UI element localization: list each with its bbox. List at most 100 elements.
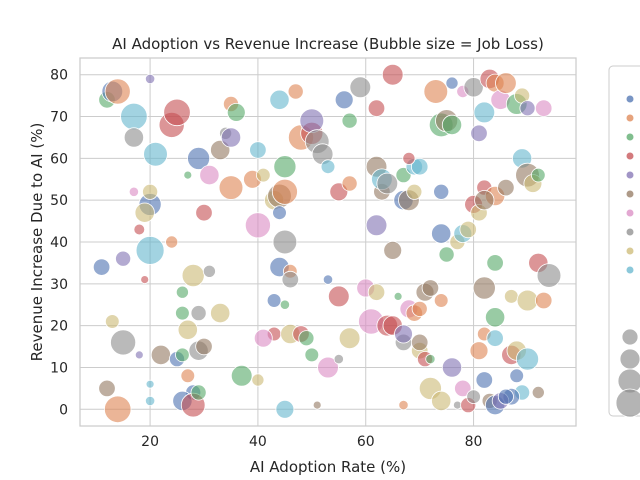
bubble-point: [367, 283, 386, 301]
y-tick-label: 80: [50, 68, 68, 84]
bubble-point: [312, 400, 322, 410]
bubble-point: [411, 300, 428, 317]
bubble-point: [92, 258, 111, 276]
bubble-point: [266, 293, 282, 308]
bubble-point: [473, 101, 496, 124]
y-axis-title: Revenue Increase Due to AI (%): [28, 123, 46, 362]
bubble-point: [163, 98, 191, 127]
plot-frame: [79, 57, 577, 427]
bubble-point: [275, 399, 295, 419]
bubble-point: [469, 341, 489, 361]
bubble-point: [472, 276, 496, 300]
legend-color-marker: [626, 247, 634, 255]
bubble-point: [135, 235, 165, 265]
y-tick-label: 40: [50, 235, 68, 251]
bubble-point: [497, 388, 514, 405]
y-tick-label: 50: [50, 193, 68, 209]
bubble-point: [431, 390, 452, 411]
bubble-point: [143, 141, 168, 167]
bubble-point: [134, 202, 155, 223]
x-tick-label: 60: [357, 434, 375, 450]
bubble-point: [536, 263, 562, 288]
bubble-point: [411, 157, 429, 176]
bubble-point: [454, 379, 472, 398]
bubble-point: [299, 108, 325, 133]
bubble-point: [441, 357, 463, 378]
legend-size-marker: [615, 388, 640, 418]
bubble-point: [338, 327, 361, 350]
bubble-point: [341, 175, 358, 192]
bubble-point: [381, 63, 404, 86]
bubble-point: [425, 353, 436, 365]
bubble-point: [433, 183, 450, 200]
bubble-point: [183, 170, 193, 180]
bubble-point: [463, 77, 484, 98]
bubble-point: [519, 100, 536, 117]
bubble-point: [226, 103, 246, 122]
bubble-point: [199, 165, 220, 186]
bubble-point: [230, 364, 253, 387]
x-tick-labels: 20 40 60 80: [141, 434, 482, 450]
legend-color-marker: [626, 209, 634, 217]
y-tick-label: 20: [50, 319, 68, 335]
bubble-point: [441, 114, 463, 136]
y-tick-label: 30: [50, 277, 68, 293]
bubble-point: [320, 159, 336, 175]
bubble-point: [393, 291, 403, 301]
bubble-point: [474, 190, 495, 211]
bubble-point: [475, 371, 494, 389]
bubble-point: [272, 229, 298, 255]
bubble-point: [115, 250, 132, 267]
y-tick-label: 0: [59, 402, 68, 418]
bubble-point: [134, 350, 144, 360]
bubble-point: [383, 240, 403, 260]
bubble-point: [272, 205, 287, 221]
bubble-point: [459, 220, 477, 239]
bubble-point: [195, 337, 213, 356]
legend-color-marker: [626, 133, 634, 141]
bubble-point: [497, 178, 515, 197]
bubble-point: [98, 379, 116, 398]
bubble-point: [484, 307, 506, 328]
legend-color-marker: [626, 114, 634, 122]
bubble-point: [322, 274, 334, 285]
bubble-point: [516, 347, 540, 371]
bubble-point: [466, 389, 481, 405]
chart-title: AI Adoption vs Revenue Increase (Bubble …: [112, 35, 544, 53]
bubble-point: [190, 384, 207, 401]
bubble-point: [180, 368, 196, 384]
bubble-point: [327, 285, 350, 308]
bubble-series: [92, 63, 562, 424]
bubble-point: [218, 175, 244, 200]
bubble-point: [177, 319, 198, 340]
bubble-point: [421, 279, 440, 297]
bubble-point: [376, 172, 399, 195]
bubble-point: [255, 167, 271, 183]
bubble-point: [175, 305, 190, 321]
legend-size-marker: [619, 348, 640, 370]
bubble-point: [433, 293, 449, 308]
y-tick-label: 70: [50, 110, 68, 126]
bubble-point: [398, 399, 409, 411]
bubble-point: [334, 90, 354, 110]
bubble-point: [110, 329, 137, 356]
bubble-point: [431, 223, 452, 244]
bubble-point: [349, 76, 372, 99]
bubble-point: [187, 146, 211, 170]
bubble-point: [445, 76, 459, 90]
bubble-point: [103, 395, 132, 424]
bubble-point: [535, 291, 553, 310]
bubble-point: [486, 329, 504, 347]
bubble-point: [503, 289, 519, 304]
y-tick-labels: 0 10 20 30 40 50 60 70 80: [50, 68, 68, 419]
bubble-point: [423, 79, 449, 104]
bubble-point: [470, 124, 488, 143]
bubble-point: [244, 212, 271, 239]
x-tick-label: 40: [249, 434, 267, 450]
legend: [608, 65, 640, 418]
x-tick-label: 80: [465, 434, 483, 450]
bubble-point: [249, 141, 267, 159]
y-tick-label: 60: [50, 151, 68, 167]
bubble-point: [279, 299, 290, 310]
bubble-point: [516, 289, 539, 312]
